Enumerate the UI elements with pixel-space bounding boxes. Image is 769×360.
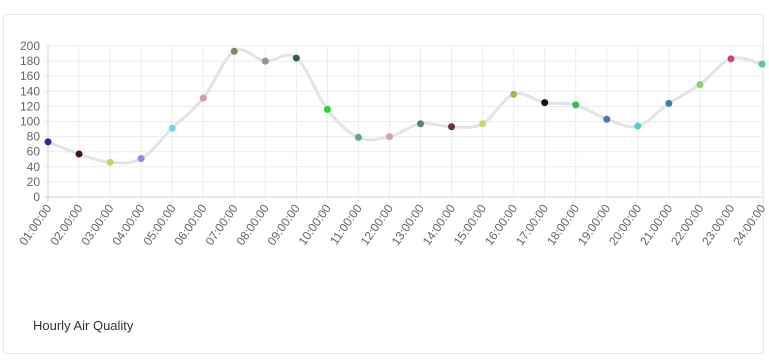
data-point[interactable]	[261, 57, 269, 65]
chart-caption: Hourly Air Quality	[33, 318, 134, 333]
data-point[interactable]	[727, 55, 735, 63]
data-point[interactable]	[385, 133, 393, 141]
y-tick-label: 140	[20, 84, 40, 98]
y-tick-label: 60	[27, 145, 41, 159]
data-point[interactable]	[696, 81, 704, 89]
data-point[interactable]	[354, 133, 362, 141]
y-tick-label: 80	[27, 130, 41, 144]
data-point[interactable]	[292, 54, 300, 62]
y-tick-label: 40	[27, 160, 41, 174]
chart-card	[3, 14, 764, 354]
data-point[interactable]	[479, 120, 487, 128]
data-point[interactable]	[572, 101, 580, 109]
data-point[interactable]	[634, 122, 642, 130]
y-tick-label: 120	[20, 99, 40, 113]
data-point[interactable]	[448, 123, 456, 131]
y-tick-label: 100	[20, 115, 40, 129]
data-point[interactable]	[417, 120, 425, 128]
data-point[interactable]	[44, 138, 52, 146]
grid	[44, 45, 763, 201]
x-tick-label: 24:00:00	[730, 201, 768, 248]
data-point[interactable]	[323, 105, 331, 113]
x-axis-ticks: 01:00:0002:00:0003:00:0004:00:0005:00:00…	[16, 201, 768, 248]
data-points	[44, 47, 766, 166]
y-tick-label: 180	[20, 54, 40, 68]
data-point[interactable]	[541, 99, 549, 107]
data-point[interactable]	[106, 158, 114, 166]
y-tick-label: 160	[20, 69, 40, 83]
data-point[interactable]	[168, 124, 176, 132]
data-point[interactable]	[758, 60, 766, 68]
data-point[interactable]	[665, 99, 673, 107]
data-point[interactable]	[199, 94, 207, 102]
data-point[interactable]	[510, 90, 518, 98]
y-tick-label: 20	[27, 175, 41, 189]
y-tick-label: 0	[33, 190, 40, 204]
data-point[interactable]	[230, 47, 238, 55]
data-point[interactable]	[603, 115, 611, 123]
y-tick-label: 200	[20, 39, 40, 53]
data-point[interactable]	[137, 154, 145, 162]
data-point[interactable]	[75, 150, 83, 158]
